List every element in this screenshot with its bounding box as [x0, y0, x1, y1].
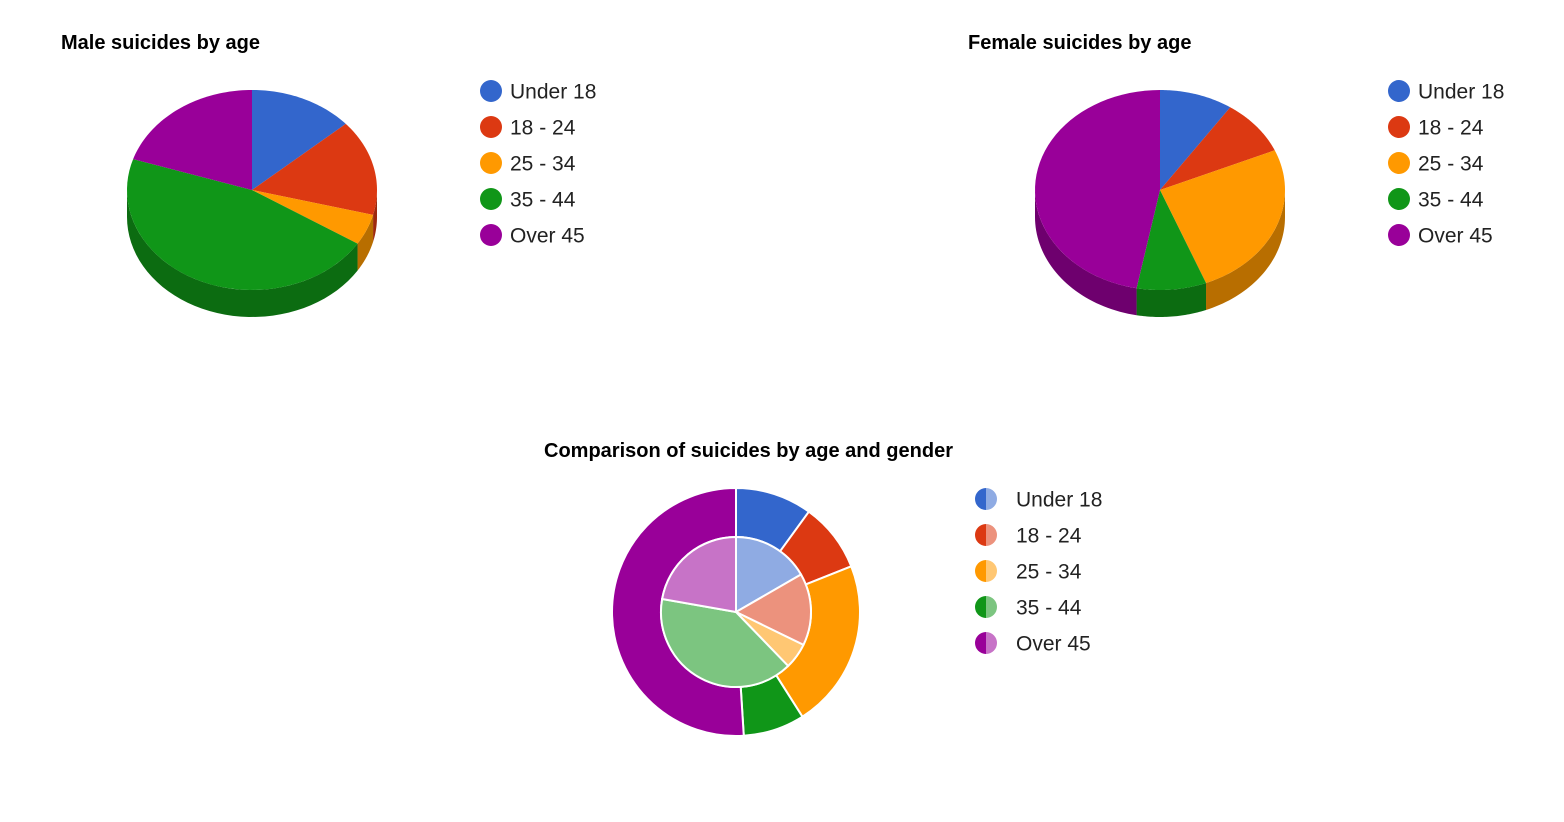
slice-side-25-34 [1206, 190, 1285, 310]
legend-label-35-44: 35 - 44 [1418, 189, 1484, 212]
legend-swatch-over-45 [480, 224, 502, 246]
legend-label-under-18: Under 18 [1016, 489, 1102, 512]
legend-swatch-18-24 [975, 524, 986, 546]
slice-35-44 [1136, 190, 1207, 290]
inner-slice-under-18 [735, 535, 803, 614]
inner-slice-35-44 [660, 597, 790, 688]
legend-label-over-45: Over 45 [510, 225, 585, 248]
legend-swatch-over-45 [975, 632, 986, 654]
male-pie-chart: Male suicides by age Under 18 18 - 24 25 -… [61, 32, 596, 317]
slice-under-18 [252, 90, 346, 190]
legend-label-under-18: Under 18 [510, 81, 596, 104]
slice-25-34 [1160, 150, 1285, 283]
legend-swatch-25-34 [1388, 152, 1410, 174]
legend-swatch-light-over-45 [986, 632, 997, 654]
inner-slice-over-45 [660, 535, 737, 614]
legend-label-25-34: 25 - 34 [1016, 561, 1082, 584]
legend-label-18-24: 18 - 24 [1418, 117, 1484, 140]
legend-swatch-25-34 [975, 560, 986, 582]
legend-label-over-45: Over 45 [1016, 633, 1091, 656]
legend-swatch-18-24 [1388, 116, 1410, 138]
legend-swatch-under-18 [975, 488, 986, 510]
slice-35-44 [127, 159, 358, 290]
legend-swatch-light-25-34 [986, 560, 997, 582]
comparison-donut-chart: Comparison of suicides by age and gender… [544, 440, 1102, 737]
female-pie-chart: Female suicides by age Under 18 18 - 24 25… [968, 32, 1504, 317]
slice-side-over-45 [1035, 190, 1137, 316]
legend-swatch-light-under-18 [986, 488, 997, 510]
female-pie-slices [1035, 90, 1285, 317]
legend-label-18-24: 18 - 24 [1016, 525, 1082, 548]
legend-swatch-light-35-44 [986, 596, 997, 618]
slice-18-24 [252, 123, 377, 215]
male-pie-slices [127, 90, 377, 317]
slice-25-34 [252, 190, 374, 244]
legend-swatch-18-24 [480, 116, 502, 138]
slice-side-35-44 [1136, 282, 1207, 317]
legend-label-35-44: 35 - 44 [1016, 597, 1082, 620]
legend-label-35-44: 35 - 44 [510, 189, 576, 212]
legend-label-18-24: 18 - 24 [510, 117, 576, 140]
slice-under-18 [1160, 90, 1231, 190]
legend-label-25-34: 25 - 34 [1418, 153, 1484, 176]
legend-swatch-25-34 [480, 152, 502, 174]
slice-over-45 [1035, 90, 1160, 289]
slice-over-45 [133, 90, 252, 190]
comparison-slices [610, 486, 861, 737]
legend-swatch-over-45 [1388, 224, 1410, 246]
legend-label-over-45: Over 45 [1418, 225, 1493, 248]
slice-side-25-34 [357, 214, 374, 271]
legend-label-25-34: 25 - 34 [510, 153, 576, 176]
legend-swatch-35-44 [975, 596, 986, 618]
female-chart-title: Female suicides by age [968, 32, 1191, 54]
comparison-chart-title: Comparison of suicides by age and gender [544, 440, 953, 462]
legend-swatch-35-44 [1388, 188, 1410, 210]
slice-side-35-44 [127, 190, 358, 317]
legend-swatch-35-44 [480, 188, 502, 210]
slice-side-18-24 [373, 190, 377, 242]
slice-18-24 [1160, 107, 1275, 190]
legend-swatch-under-18 [1388, 80, 1410, 102]
inner-slice-18-24 [733, 573, 812, 647]
comparison-legend: Under 18 18 - 24 25 - 34 35 - 44 Over 45 [975, 488, 1102, 656]
male-legend: Under 18 18 - 24 25 - 34 35 - 44 Over 45 [480, 80, 596, 248]
legend-swatch-light-18-24 [986, 524, 997, 546]
legend-label-under-18: Under 18 [1418, 81, 1504, 104]
male-chart-title: Male suicides by age [61, 32, 260, 54]
female-legend: Under 18 18 - 24 25 - 34 35 - 44 Over 45 [1388, 80, 1504, 248]
legend-swatch-under-18 [480, 80, 502, 102]
